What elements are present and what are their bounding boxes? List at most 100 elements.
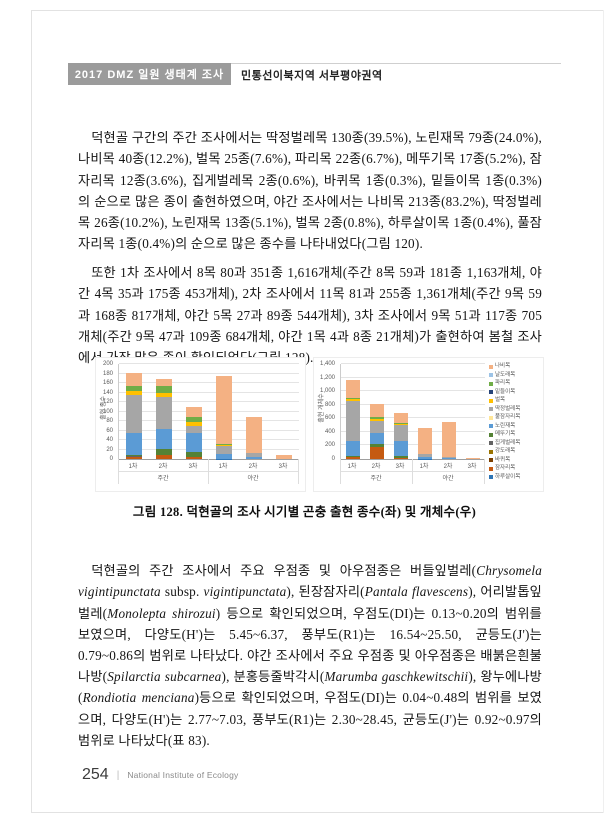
- stacked-bar: [418, 364, 432, 459]
- legend-swatch: [489, 407, 493, 411]
- bar-slot: [413, 364, 437, 459]
- stacked-bar: [275, 364, 293, 459]
- x-category-label: 3차: [467, 464, 477, 470]
- legend-item: 하루살이목: [489, 474, 541, 481]
- bar-segment: [394, 440, 408, 457]
- chart-individuals-count: 출현 개체수 0 200 400 600 800 1,000 1,200 1,400 1차 2차…: [313, 357, 544, 492]
- gridline: [341, 403, 485, 405]
- group-separator: [412, 459, 413, 471]
- legend-item: 강도래목: [489, 448, 541, 455]
- x-category-label: 3차: [278, 464, 288, 470]
- latin-species-name: Marumba gaschkewitschii: [324, 669, 469, 685]
- bar-slot: [239, 364, 269, 459]
- group-separator: [208, 459, 209, 471]
- bar-segment: [215, 444, 233, 446]
- bar-segment: [466, 457, 480, 459]
- y-tick-label: 1,200: [319, 374, 335, 381]
- y-tick-label: 1,400: [319, 361, 335, 367]
- bar-slot: [149, 364, 179, 459]
- legend-item: 딱정벌레목: [489, 406, 541, 413]
- gridline: [341, 376, 485, 378]
- bar-segment: [418, 456, 432, 459]
- latin-species-name: Rondiotia menciana: [82, 690, 195, 706]
- y-tick-label: 200: [324, 442, 335, 449]
- paragraph-survey-rounds: 또한 1차 조사에서 8목 80과 351종 1,616개체(주간 8목 59과…: [78, 265, 542, 365]
- bar-segment: [155, 428, 173, 450]
- gridline: [119, 439, 299, 440]
- bar-segment: [155, 455, 173, 459]
- legend-swatch: [489, 432, 493, 437]
- x-category-label: 1차: [347, 464, 357, 470]
- legend-label: 나비목: [495, 363, 511, 369]
- y-tick-label: 20: [106, 446, 113, 453]
- bar-segment: [442, 422, 456, 457]
- bar-segment: [394, 425, 408, 441]
- y-tick-label: 800: [324, 401, 335, 408]
- legend-swatch: [489, 458, 493, 462]
- axis-edge-tick: [484, 471, 485, 484]
- bar-segment: [394, 412, 408, 423]
- bar-segment: [185, 421, 203, 426]
- x-category-label: 2차: [371, 464, 381, 470]
- bar-segment: [245, 453, 263, 458]
- y-tick-label: 140: [102, 389, 113, 396]
- bar-segment: [275, 455, 293, 459]
- legend-label: 메뚜기목: [495, 431, 516, 437]
- bar-segment: [155, 449, 173, 455]
- stacked-bar: [155, 364, 173, 459]
- gridline: [119, 382, 299, 383]
- bar-segment: [185, 407, 203, 418]
- x-category-label: 1차: [128, 464, 138, 470]
- latin-species-name: Pantala flavescens: [364, 584, 469, 600]
- page-border-top: [31, 10, 603, 11]
- stacked-bar: [466, 364, 480, 459]
- legend-label: 잠자리목: [495, 465, 516, 471]
- axis-edge-tick: [340, 459, 341, 471]
- bar-segment: [370, 447, 384, 459]
- legend-label: 풀잠자리목: [495, 414, 521, 420]
- bar-segment: [370, 420, 384, 434]
- y-tick-label: 80: [106, 418, 113, 424]
- stacked-bar: [215, 364, 233, 459]
- legend-label: 하루살이목: [495, 473, 521, 480]
- legend-label: 딱정벌레목: [495, 405, 521, 412]
- y-tick-label: 120: [102, 399, 113, 405]
- stacked-bar: [185, 364, 203, 459]
- legend-swatch: [489, 381, 493, 386]
- page-border-bottom: [31, 812, 603, 813]
- x-category-label: 1차: [419, 464, 429, 470]
- y-tick-label: 160: [102, 380, 113, 386]
- legend-label: 파리목: [495, 380, 511, 386]
- plot-area: [118, 363, 299, 460]
- bar-slot: [209, 364, 239, 459]
- latin-species-name: Monolepta shirozui: [107, 605, 216, 621]
- axis-edge-tick: [340, 471, 341, 484]
- bar-segment: [394, 422, 408, 424]
- bar-segment: [394, 423, 408, 426]
- gridline: [119, 429, 299, 431]
- bar-segment: [245, 457, 263, 459]
- gridline: [119, 420, 299, 421]
- gridline: [119, 401, 299, 402]
- footer-organization: National Institute of Ecology: [127, 770, 239, 780]
- chart-legend: 나비목 날도래목 파리목 밑들이목 벌목 딱정벌레목 풀잠자리목 노린재목 메뚜기목 집게벌레목 강…: [489, 363, 541, 481]
- gridline: [341, 444, 485, 446]
- figure-caption: 그림 128. 덕현골의 조사 시기별 곤충 출현 종수(좌) 및 개체수(우): [132, 505, 477, 519]
- bar-segment: [370, 443, 384, 448]
- bar-slot: [179, 364, 209, 459]
- legend-swatch: [489, 373, 493, 377]
- bar-segment: [185, 417, 203, 422]
- bar-segment: [370, 403, 384, 417]
- y-tick-label: 400: [324, 428, 335, 435]
- bar-segment: [346, 455, 360, 457]
- legend-swatch: [489, 449, 493, 454]
- gridline: [341, 390, 485, 392]
- page-number: 254: [82, 766, 109, 783]
- y-tick-label: 180: [102, 370, 113, 377]
- bar-segment: [125, 373, 143, 387]
- latin-species-name: Chrysomela vigintipunctata: [78, 563, 542, 600]
- bar-segment: [394, 456, 408, 458]
- bar-segment: [394, 457, 408, 459]
- legend-item: 벌목: [489, 397, 541, 404]
